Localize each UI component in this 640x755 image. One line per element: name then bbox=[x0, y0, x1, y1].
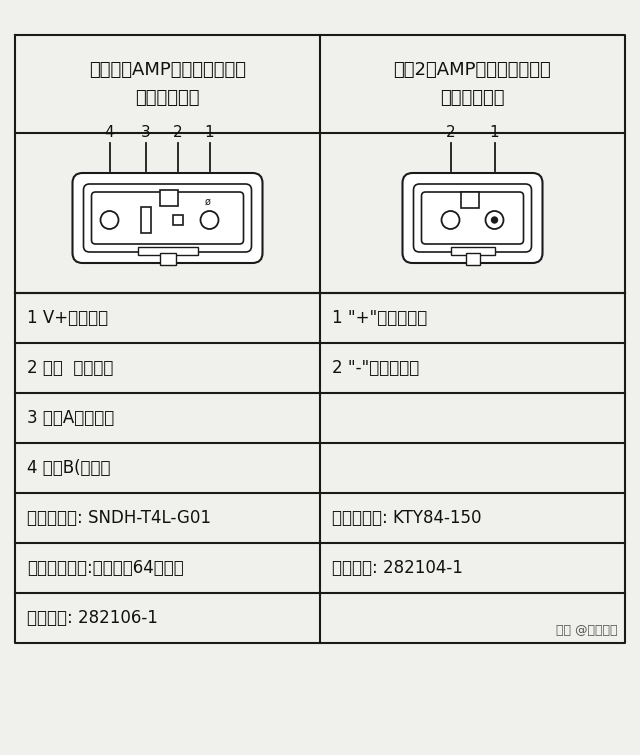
Text: 2 接地  （黑色）: 2 接地 （黑色） bbox=[27, 359, 113, 377]
Bar bbox=[451, 247, 495, 255]
Text: 4 信号B(蓝色）: 4 信号B(蓝色） bbox=[27, 459, 111, 477]
Text: 3 信号A（白色）: 3 信号A（白色） bbox=[27, 409, 115, 427]
Text: 黑色四芯AMP端子插座示意图: 黑色四芯AMP端子插座示意图 bbox=[89, 61, 246, 79]
Bar bbox=[159, 190, 177, 206]
Text: 黑色2芯AMP端子插座示意图: 黑色2芯AMP端子插座示意图 bbox=[394, 61, 552, 79]
Bar bbox=[138, 247, 198, 255]
Bar bbox=[173, 215, 182, 225]
Text: 2: 2 bbox=[445, 125, 455, 140]
Text: 1: 1 bbox=[205, 125, 214, 140]
Text: 1 V+（黄色）: 1 V+（黄色） bbox=[27, 309, 108, 327]
Text: 传感器型号: SNDH-T4L-G01: 传感器型号: SNDH-T4L-G01 bbox=[27, 509, 211, 527]
FancyBboxPatch shape bbox=[92, 192, 243, 244]
FancyBboxPatch shape bbox=[403, 173, 543, 263]
Bar bbox=[141, 207, 150, 233]
Text: 传感器脉冲数:每转输出64个脉冲: 传感器脉冲数:每转输出64个脉冲 bbox=[27, 559, 184, 577]
Text: 2: 2 bbox=[173, 125, 182, 140]
Bar bbox=[159, 253, 175, 265]
Text: （温度反馈）: （温度反馈） bbox=[440, 89, 505, 107]
Text: 头条 @机电之家: 头条 @机电之家 bbox=[556, 624, 617, 637]
Text: 2 "-"极（黑色）: 2 "-"极（黑色） bbox=[332, 359, 419, 377]
Text: （速度检测）: （速度检测） bbox=[135, 89, 200, 107]
Text: 1 "+"极（红色）: 1 "+"极（红色） bbox=[332, 309, 428, 327]
Text: 插头规格: 282106-1: 插头规格: 282106-1 bbox=[27, 609, 158, 627]
FancyBboxPatch shape bbox=[72, 173, 262, 263]
FancyBboxPatch shape bbox=[422, 192, 524, 244]
Text: 4: 4 bbox=[105, 125, 115, 140]
Text: 插头规格: 282104-1: 插头规格: 282104-1 bbox=[332, 559, 463, 577]
Text: 1: 1 bbox=[490, 125, 499, 140]
Text: ø: ø bbox=[205, 197, 211, 207]
Bar bbox=[461, 192, 479, 208]
Bar bbox=[465, 253, 479, 265]
Text: 传感器型号: KTY84-150: 传感器型号: KTY84-150 bbox=[332, 509, 481, 527]
Text: 3: 3 bbox=[141, 125, 150, 140]
Circle shape bbox=[492, 217, 497, 223]
